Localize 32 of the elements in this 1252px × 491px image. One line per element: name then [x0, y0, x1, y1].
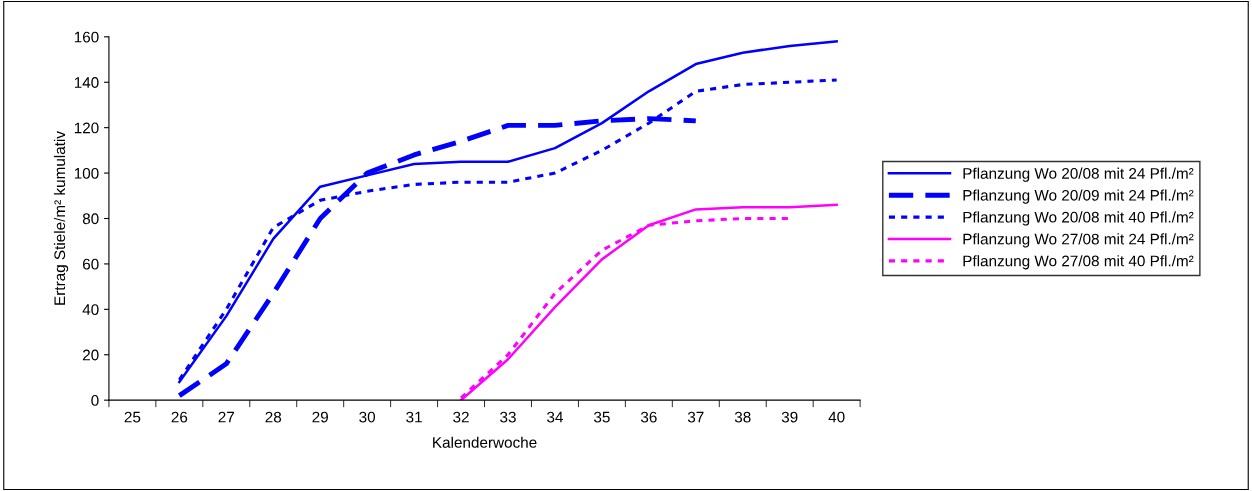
x-tick-label: 32: [453, 411, 469, 423]
x-tick-label: 38: [734, 411, 751, 423]
y-tick-label: 20: [82, 349, 99, 361]
y-tick-label: 40: [82, 304, 99, 316]
legend-label: Pflanzung Wo 27/08 mit 40 Pfl./m²: [963, 255, 1194, 270]
x-tick-label: 37: [687, 411, 704, 423]
legend-label: Pflanzung Wo 20/08 mit 24 Pfl./m²: [963, 167, 1194, 182]
x-axis-title: Kalenderwoche: [433, 436, 537, 448]
x-tick-label: 34: [547, 411, 563, 423]
y-tick-label: 140: [74, 77, 99, 88]
x-tick-label: 40: [828, 411, 845, 423]
y-tick-label: 0: [91, 395, 99, 406]
x-tick-label: 29: [312, 411, 328, 423]
x-tick-label: 35: [593, 411, 610, 423]
x-tick-label: 30: [359, 411, 376, 423]
x-tick-label: 31: [406, 411, 422, 423]
x-tick-label: 27: [218, 411, 235, 423]
y-tick-label: 80: [82, 213, 99, 225]
x-tick-label: 25: [124, 411, 141, 423]
y-axis-title: Ertrag Stiele/m² kumulativ: [53, 131, 69, 305]
x-tick-label: 39: [781, 411, 798, 423]
y-tick-label: 100: [74, 167, 99, 179]
y-tick-label: 60: [82, 258, 99, 270]
x-tick-label: 28: [265, 411, 282, 423]
y-tick-label: 160: [74, 31, 99, 43]
legend-label: Pflanzung Wo 20/08 mit 40 Pfl./m²: [963, 211, 1194, 226]
x-tick-label: 36: [640, 411, 657, 423]
x-tick-label: 33: [500, 411, 516, 423]
y-tick-label: 120: [74, 122, 99, 134]
legend-label: Pflanzung Wo 27/08 mit 24 Pfl./m²: [963, 233, 1194, 248]
legend-label: Pflanzung Wo 20/09 mit 24 Pfl./m²: [963, 189, 1194, 204]
x-tick-label: 26: [171, 411, 188, 423]
